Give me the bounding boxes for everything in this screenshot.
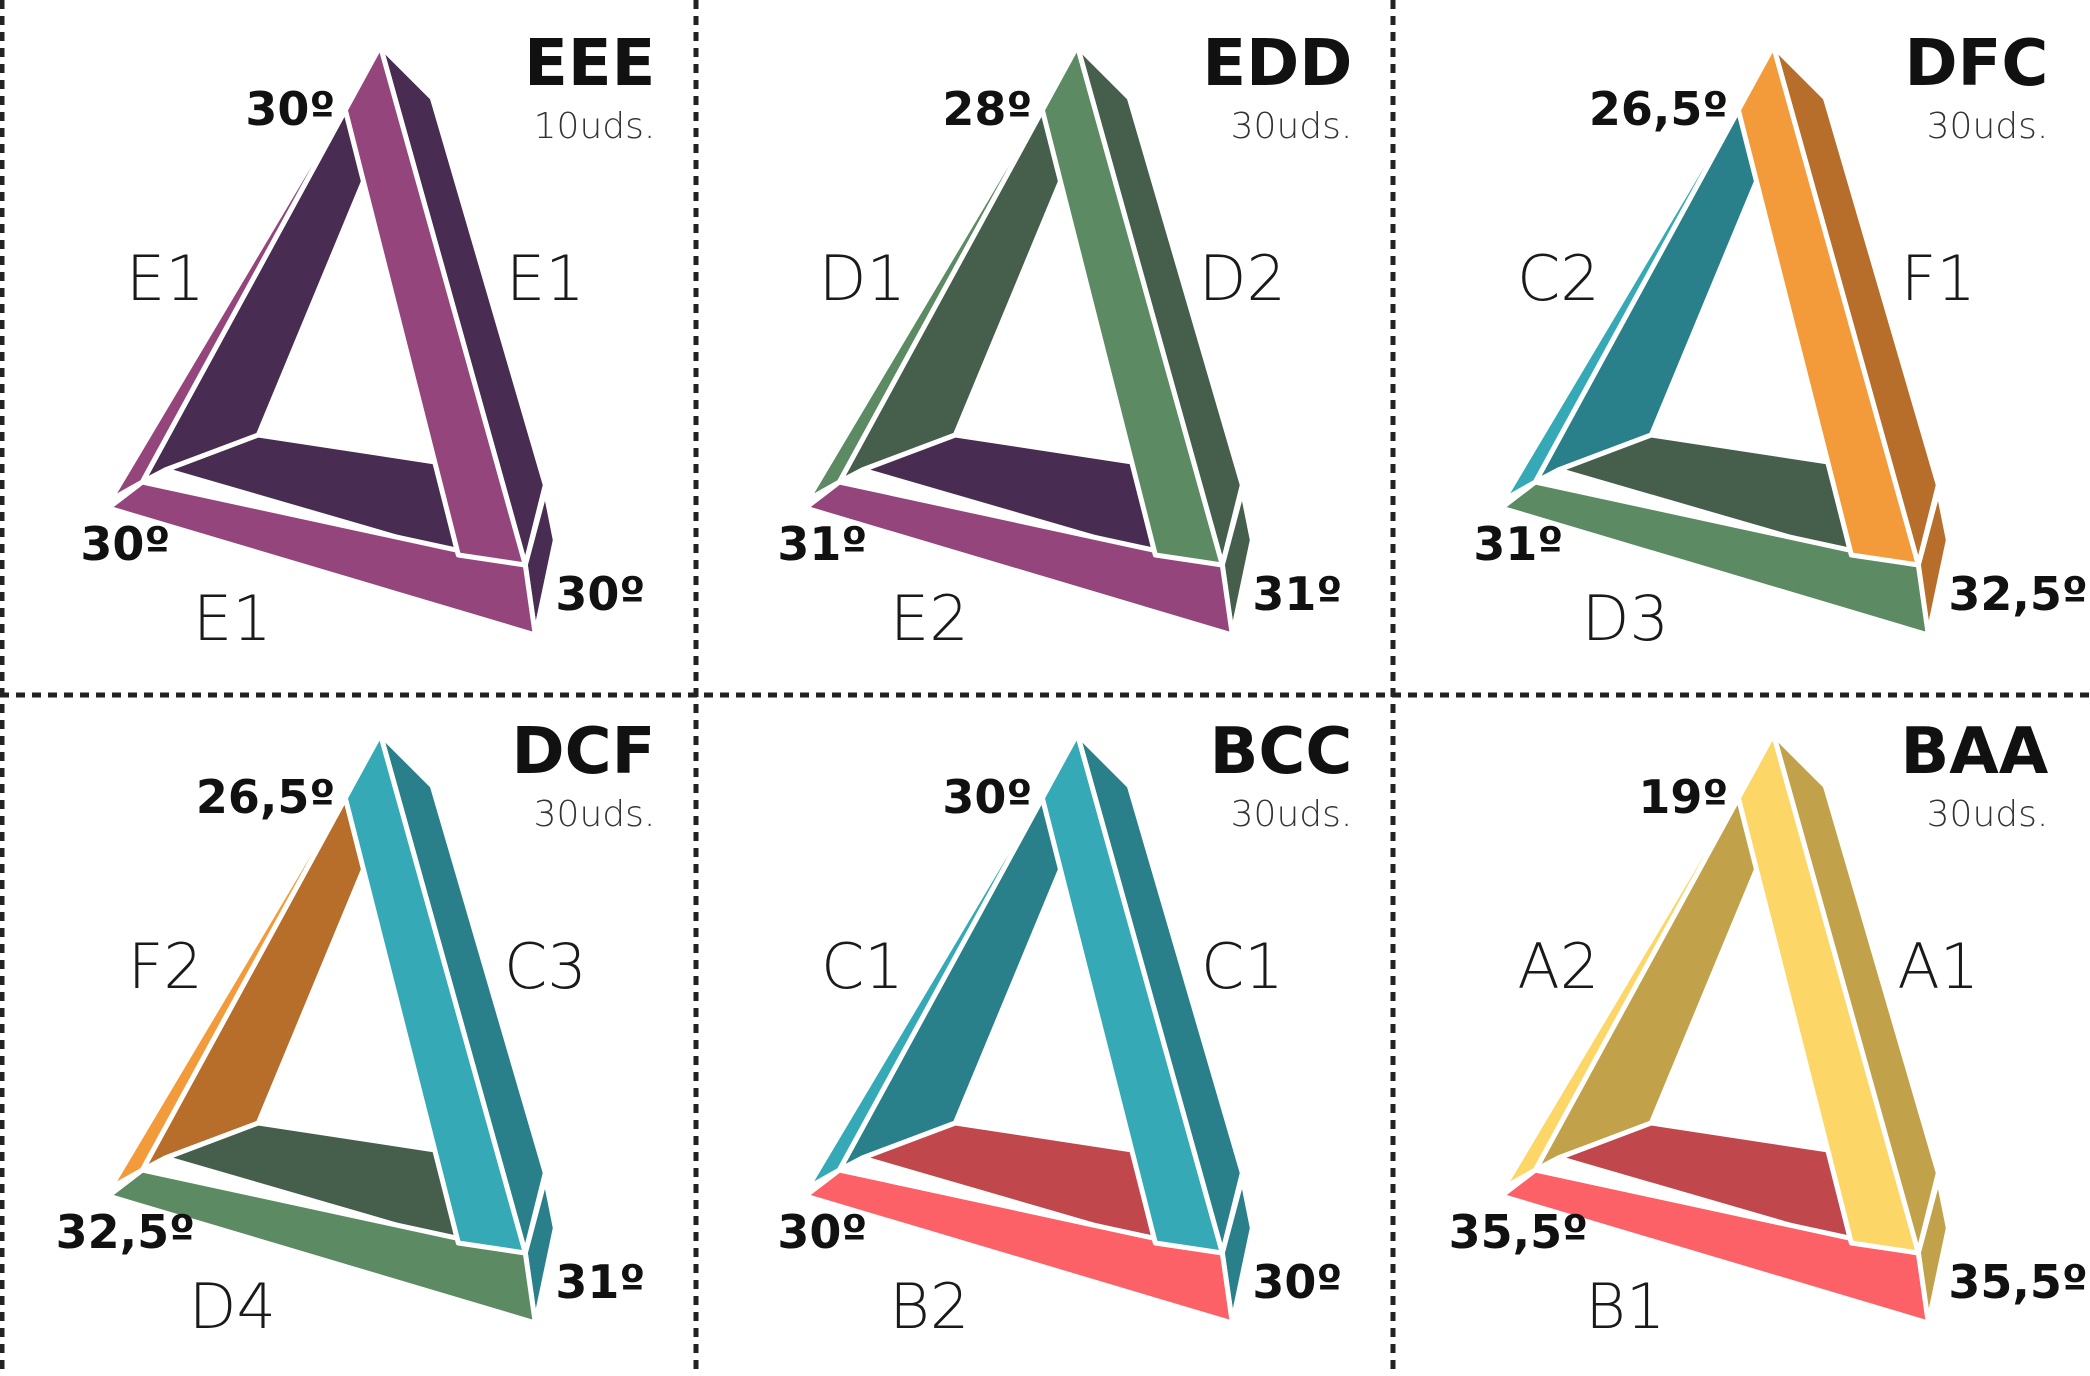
angle-top: 26,5º: [1589, 82, 1728, 136]
angle-top: 28º: [942, 82, 1032, 136]
impossible-triangle: [105, 731, 558, 1326]
triangle-diagram: EDD 30uds. 28º 31º 31º D1 D2 E2: [777, 27, 1352, 655]
panel-code-title: DCF: [512, 715, 656, 789]
panel-eee: EEE 10uds. 30º 30º 30º E1 E1 E1: [0, 0, 697, 688]
side-label-left: F2: [128, 930, 203, 1003]
angle-bottom-right: 32,5º: [1949, 567, 2088, 621]
triangle-diagram: BAA 30uds. 19º 35,5º 35,5º A2 A1 B1: [1449, 715, 2088, 1343]
impossible-triangle: [1499, 731, 1952, 1326]
angle-bottom-left: 31º: [777, 517, 867, 571]
angle-top: 19º: [1639, 770, 1729, 824]
panel-edd: EDD 30uds. 28º 31º 31º D1 D2 E2: [697, 0, 1394, 688]
right-bar-face: [342, 43, 528, 568]
impossible-triangle: [802, 43, 1255, 638]
angle-bottom-left: 35,5º: [1449, 1205, 1588, 1259]
panel-dcf: DCF 30uds. 26,5º 32,5º 31º F2 C3 D4: [0, 688, 697, 1376]
right-bar-face: [1039, 731, 1225, 1256]
panel-code-title: BCC: [1209, 715, 1352, 789]
angle-bottom-right: 31º: [1252, 567, 1342, 621]
right-bar-face: [1736, 731, 1922, 1256]
angle-bottom-right: 31º: [555, 1255, 645, 1309]
side-label-right: D2: [1198, 242, 1285, 315]
side-label-right: E1: [506, 242, 585, 315]
triangle-diagram: DFC 30uds. 26,5º 31º 32,5º C2 F1 D3: [1474, 27, 2088, 655]
impossible-triangle: [802, 731, 1255, 1326]
bottom-bar-face: [802, 1167, 1235, 1326]
side-label-left: C1: [821, 930, 904, 1003]
side-label-bottom: D4: [189, 1270, 276, 1343]
side-label-bottom: E2: [890, 582, 969, 655]
angle-bottom-left: 30º: [80, 517, 170, 571]
side-label-left: D1: [818, 242, 905, 315]
angle-bottom-left: 31º: [1474, 517, 1564, 571]
bottom-bar-face: [105, 479, 538, 638]
panel-quantity: 30uds.: [534, 794, 656, 835]
panel-code-title: DFC: [1905, 27, 2049, 101]
panel-code-title: EDD: [1202, 27, 1352, 101]
side-label-right: F1: [1901, 242, 1976, 315]
panel-quantity: 30uds.: [1927, 794, 2049, 835]
angle-bottom-right: 30º: [555, 567, 645, 621]
panel-quantity: 30uds.: [1230, 106, 1352, 147]
right-bar-face: [1039, 43, 1225, 568]
bottom-bar-face: [802, 479, 1235, 638]
side-label-bottom: D3: [1582, 582, 1669, 655]
angle-top: 30º: [245, 82, 335, 136]
side-label-bottom: B1: [1586, 1270, 1666, 1343]
panel-quantity: 30uds.: [1927, 106, 2049, 147]
bottom-bar-face: [105, 1167, 538, 1326]
side-label-bottom: E1: [193, 582, 272, 655]
triangle-diagram: DCF 30uds. 26,5º 32,5º 31º F2 C3 D4: [56, 715, 656, 1343]
side-label-right: C3: [504, 930, 587, 1003]
panel-quantity: 30uds.: [1230, 794, 1352, 835]
bottom-bar-face: [1499, 479, 1932, 638]
side-label-right: C1: [1201, 930, 1284, 1003]
panel-bcc: BCC 30uds. 30º 30º 30º C1 C1 B2: [697, 688, 1394, 1376]
impossible-triangle: [105, 43, 558, 638]
side-label-bottom: B2: [889, 1270, 969, 1343]
panel-code-title: BAA: [1901, 715, 2049, 789]
angle-bottom-left: 30º: [777, 1205, 867, 1259]
side-label-left: E1: [126, 242, 205, 315]
right-bar-face: [1736, 43, 1922, 568]
angle-bottom-right: 35,5º: [1949, 1255, 2088, 1309]
angle-bottom-left: 32,5º: [56, 1205, 195, 1259]
side-label-right: A1: [1898, 930, 1980, 1003]
panel-quantity: 10uds.: [534, 106, 656, 147]
panel-dfc: DFC 30uds. 26,5º 31º 32,5º C2 F1 D3: [1393, 0, 2090, 688]
triangle-diagram: BCC 30uds. 30º 30º 30º C1 C1 B2: [777, 715, 1352, 1343]
angle-top: 26,5º: [196, 770, 335, 824]
impossible-triangle: [1499, 43, 1952, 638]
right-bar-face: [342, 731, 528, 1256]
angle-top: 30º: [942, 770, 1032, 824]
panel-code-title: EEE: [524, 27, 655, 101]
side-label-left: A2: [1518, 930, 1600, 1003]
angle-bottom-right: 30º: [1252, 1255, 1342, 1309]
panel-baa: BAA 30uds. 19º 35,5º 35,5º A2 A1 B1: [1393, 688, 2090, 1376]
bottom-bar-face: [1499, 1167, 1932, 1326]
triangle-diagram: EEE 10uds. 30º 30º 30º E1 E1 E1: [80, 27, 656, 655]
side-label-left: C2: [1517, 242, 1600, 315]
